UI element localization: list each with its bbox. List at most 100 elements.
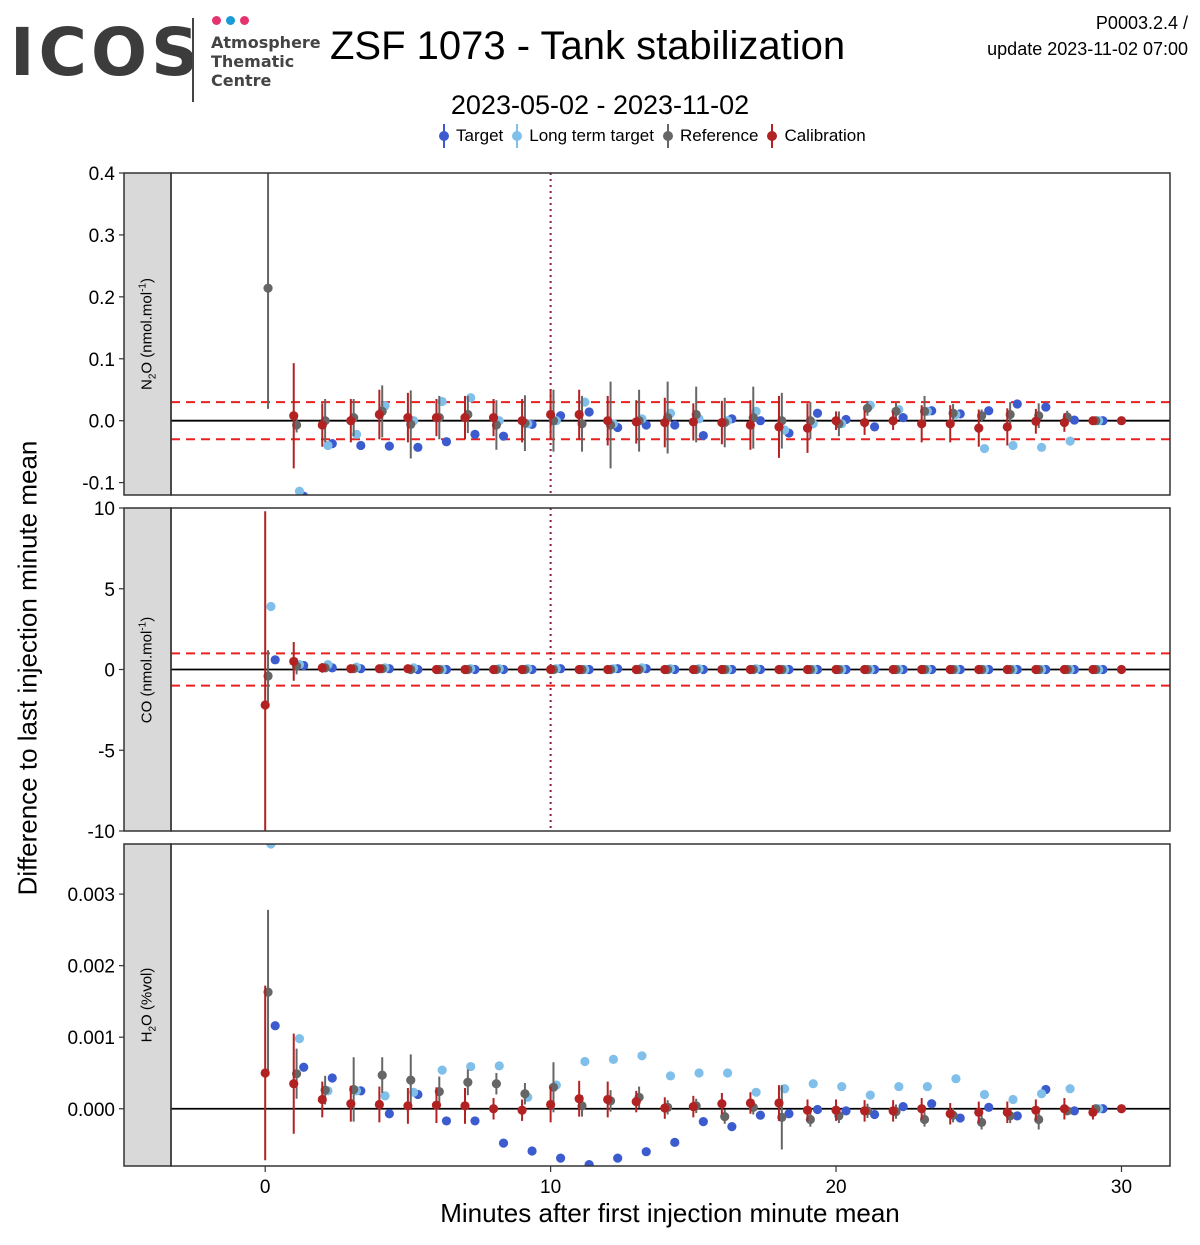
point-long-term-target [266, 844, 276, 849]
point-long-term-target [1065, 1084, 1075, 1094]
point-reference [463, 1077, 473, 1087]
point-target [984, 1102, 994, 1112]
point-calibration [488, 1104, 499, 1114]
point-target [613, 1153, 623, 1163]
point-calibration [660, 664, 670, 675]
point-calibration [374, 1099, 384, 1110]
point-calibration [717, 664, 727, 675]
point-calibration [546, 409, 556, 420]
legend-label-long-term-target: Long term target [529, 126, 654, 145]
y-tick-label-co: -5 [98, 741, 115, 762]
point-calibration [460, 412, 470, 423]
point-target [270, 1021, 280, 1031]
point-calibration [888, 664, 898, 675]
strip-label-h2o: H2O (%vol) [138, 967, 159, 1043]
legend-key-calibration [766, 124, 778, 148]
x-tick-label: 20 [825, 1177, 846, 1198]
point-calibration [917, 1104, 927, 1114]
point-long-term-target [979, 1089, 990, 1100]
point-calibration [603, 664, 613, 675]
point-target [441, 1116, 452, 1126]
point-long-term-target [808, 1079, 818, 1089]
panel-n2o: -0.1 0.0 0.1 0.2 0.3 0.4 [82, 164, 1171, 496]
y-tick-label-n2o: 0.3 [89, 226, 115, 247]
point-calibration [945, 1109, 955, 1119]
point-calibration [1088, 416, 1098, 426]
logo-divider [192, 18, 194, 102]
point-calibration [289, 656, 299, 667]
point-target [869, 1109, 880, 1120]
point-long-term-target [722, 1068, 733, 1078]
strip-label-co: CO (nmol.mol-1) [137, 616, 156, 724]
strip-n2o [123, 172, 172, 496]
point-target [384, 1109, 394, 1119]
point-calibration [289, 411, 299, 421]
point-calibration [460, 1101, 470, 1111]
point-target [755, 1110, 766, 1120]
panel-border-h2o [170, 843, 1171, 1167]
legend-key-target [438, 124, 450, 148]
point-calibration [974, 664, 984, 675]
point-calibration [945, 419, 955, 429]
point-target [984, 406, 994, 416]
y-tick-label-h2o: 0.002 [67, 957, 115, 978]
point-calibration [859, 664, 870, 675]
point-calibration [831, 416, 841, 426]
point-target [698, 430, 708, 441]
point-long-term-target [637, 1051, 647, 1061]
point-long-term-target [837, 1081, 847, 1092]
point-calibration [917, 419, 927, 429]
y-tick-label-co: 5 [104, 580, 115, 601]
point-long-term-target [266, 601, 276, 612]
point-long-term-target [580, 1056, 590, 1067]
point-long-term-target [922, 1081, 932, 1092]
point-calibration [317, 663, 327, 673]
point-calibration [546, 664, 556, 675]
point-reference [491, 1079, 501, 1089]
point-target [898, 412, 908, 423]
point-calibration [1116, 664, 1127, 675]
point-calibration [631, 664, 641, 675]
x-tick-label: 0 [260, 1177, 271, 1198]
point-calibration [631, 417, 641, 427]
point-calibration [1031, 664, 1041, 675]
point-calibration [1116, 1104, 1127, 1114]
point-target [1069, 415, 1079, 425]
point-target [584, 1159, 594, 1166]
logo-dot-3 [240, 16, 249, 25]
point-target [955, 1113, 965, 1123]
y-tick-label-n2o: 0.1 [89, 350, 115, 371]
update-timestamp: update 2023-11-02 07:00 [987, 39, 1188, 59]
point-calibration [431, 1100, 442, 1110]
strip-label-n2o: N2O (nmol.mol-1) [137, 278, 159, 390]
point-calibration [974, 423, 984, 433]
point-calibration [1031, 416, 1041, 426]
point-target [927, 1099, 937, 1109]
point-calibration [546, 1099, 556, 1110]
point-calibration [745, 664, 756, 675]
point-calibration [717, 1099, 727, 1109]
point-calibration [1031, 1105, 1041, 1115]
legend-key-long-term-target [511, 124, 523, 148]
point-calibration [802, 423, 813, 433]
chart-subtitle: 2023-05-02 - 2023-11-02 [450, 90, 750, 120]
point-target [441, 437, 452, 447]
point-calibration [802, 664, 813, 675]
logo-sub-line-2: Thematic [211, 52, 295, 71]
point-calibration [1002, 664, 1012, 675]
point-target [527, 1146, 537, 1156]
point-target [727, 1122, 737, 1132]
point-calibration [517, 416, 527, 426]
point-target [299, 1062, 309, 1072]
point-target [812, 408, 823, 418]
point-target [698, 1117, 708, 1127]
point-calibration [1088, 664, 1098, 675]
point-long-term-target [979, 443, 990, 454]
point-calibration [1059, 664, 1069, 675]
panel-data-co [171, 508, 1170, 831]
y-tick-label-n2o: 0.2 [89, 288, 115, 309]
point-long-term-target [894, 1081, 904, 1092]
logo-dot-2 [226, 16, 235, 25]
point-long-term-target [380, 1091, 390, 1101]
